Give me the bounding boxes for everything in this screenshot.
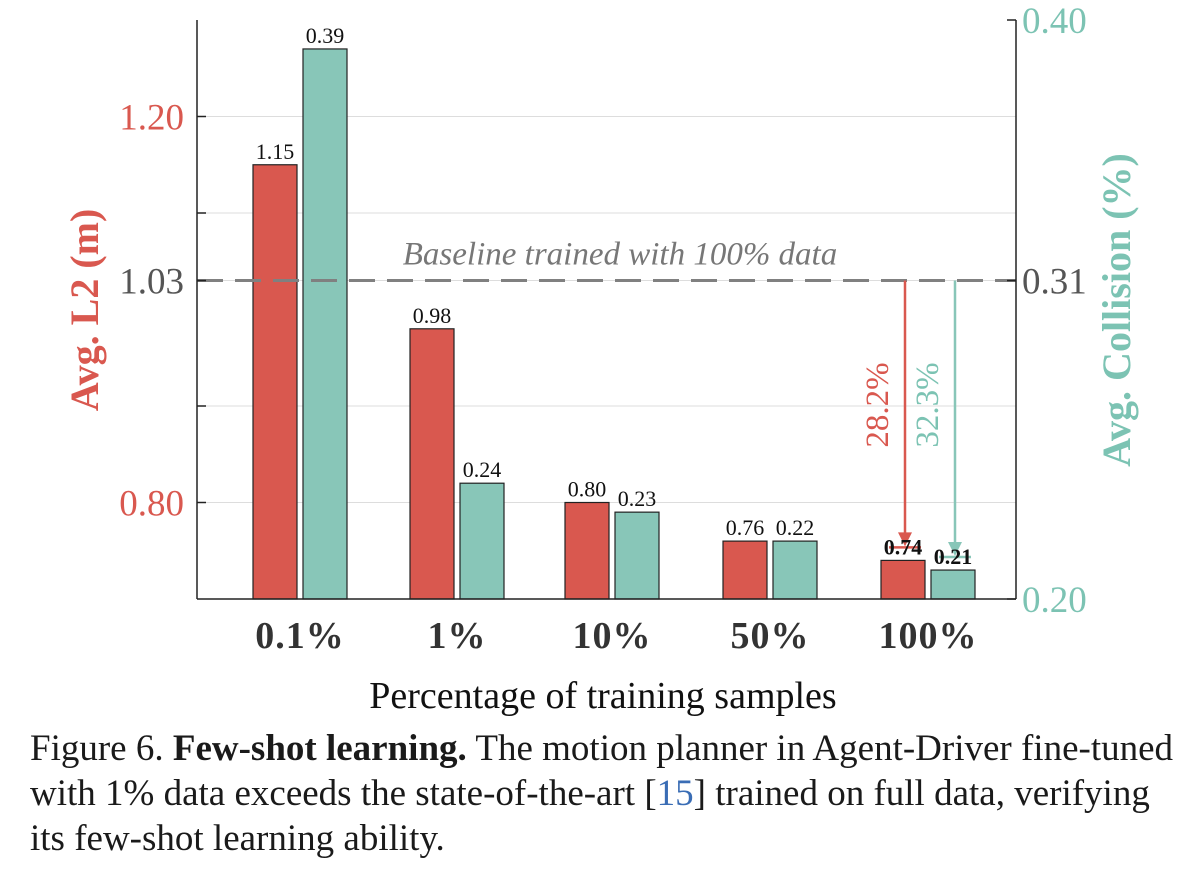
right-tick-label: 0.20: [1022, 580, 1087, 621]
data-label-l2-50%: 0.76: [726, 515, 765, 540]
x-tick-label-0.1%: 0.1%: [255, 615, 345, 657]
figure-caption: Figure 6. Few-shot learning. The motion …: [30, 726, 1190, 861]
right-tick-label: 0.40: [1022, 1, 1087, 42]
axes-layer: [196, 19, 1017, 600]
x-tick-label-10%: 10%: [573, 615, 652, 657]
bar-l2-1%: [409, 328, 455, 600]
caption-body-2: ] trained on full data, verifying its fe…: [30, 773, 1150, 859]
caption-prefix: Figure 6.: [30, 728, 173, 769]
reduction-arrow-head: [898, 532, 912, 547]
annotation-layer: [889, 280, 971, 559]
x-axis-title: Percentage of training samples: [369, 675, 836, 717]
data-label-l2-10%: 0.80: [568, 477, 607, 502]
bar-l2-100%: [880, 559, 926, 600]
bar-collision-50%: [772, 540, 818, 600]
caption-reference-link[interactable]: 15: [656, 773, 694, 814]
labels-layer: 1.15 0.39 0.1% 0.98 0.24 1% 0.80 0.23 10% 0.76 0.2…: [62, 1, 1139, 717]
data-label-collision-0.1%: 0.39: [306, 23, 345, 48]
baseline-label: Baseline trained with 100% data: [403, 237, 837, 273]
x-tick-label-50%: 50%: [731, 615, 810, 657]
data-label-l2-1%: 0.98: [413, 303, 452, 328]
x-tick-label-1%: 1%: [428, 615, 487, 657]
bar-collision-10%: [614, 511, 660, 600]
bar-l2-10%: [564, 501, 610, 600]
bars-layer: [252, 48, 976, 600]
bar-collision-0.1%: [302, 48, 348, 600]
bar-collision-100%: [930, 569, 976, 600]
left-tick-label: 0.80: [119, 484, 184, 525]
bar-collision-1%: [459, 482, 505, 600]
data-label-collision-1%: 0.24: [463, 457, 502, 482]
right-tick-label: 0.31: [1022, 262, 1087, 303]
left-tick-label: 1.20: [119, 98, 184, 139]
reduction-label-32.3%: 32.3%: [910, 362, 946, 447]
data-label-l2-100%: 0.74: [884, 534, 923, 559]
caption-body-1: The motion planner in Agent-Driver fine-…: [30, 728, 1174, 814]
caption-title: Few-shot learning.: [172, 728, 467, 769]
data-label-l2-0.1%: 1.15: [256, 139, 295, 164]
data-label-collision-10%: 0.23: [618, 486, 657, 511]
reduction-arrow-head: [948, 542, 962, 557]
bar-l2-50%: [722, 540, 768, 600]
right-axis-title: Avg. Collision (%): [1094, 153, 1139, 467]
left-tick-label: 1.03: [119, 262, 184, 303]
reduction-label-28.2%: 28.2%: [860, 362, 896, 447]
bar-l2-0.1%: [252, 164, 298, 600]
data-label-collision-100%: 0.21: [934, 544, 973, 569]
x-tick-label-100%: 100%: [879, 615, 978, 657]
few-shot-bar-chart: 1.15 0.39 0.1% 0.98 0.24 1% 0.80 0.23 10% 0.76 0.2…: [62, 1, 1139, 717]
data-label-collision-50%: 0.22: [776, 515, 815, 540]
left-axis-title: Avg. L2 (m): [62, 209, 107, 412]
